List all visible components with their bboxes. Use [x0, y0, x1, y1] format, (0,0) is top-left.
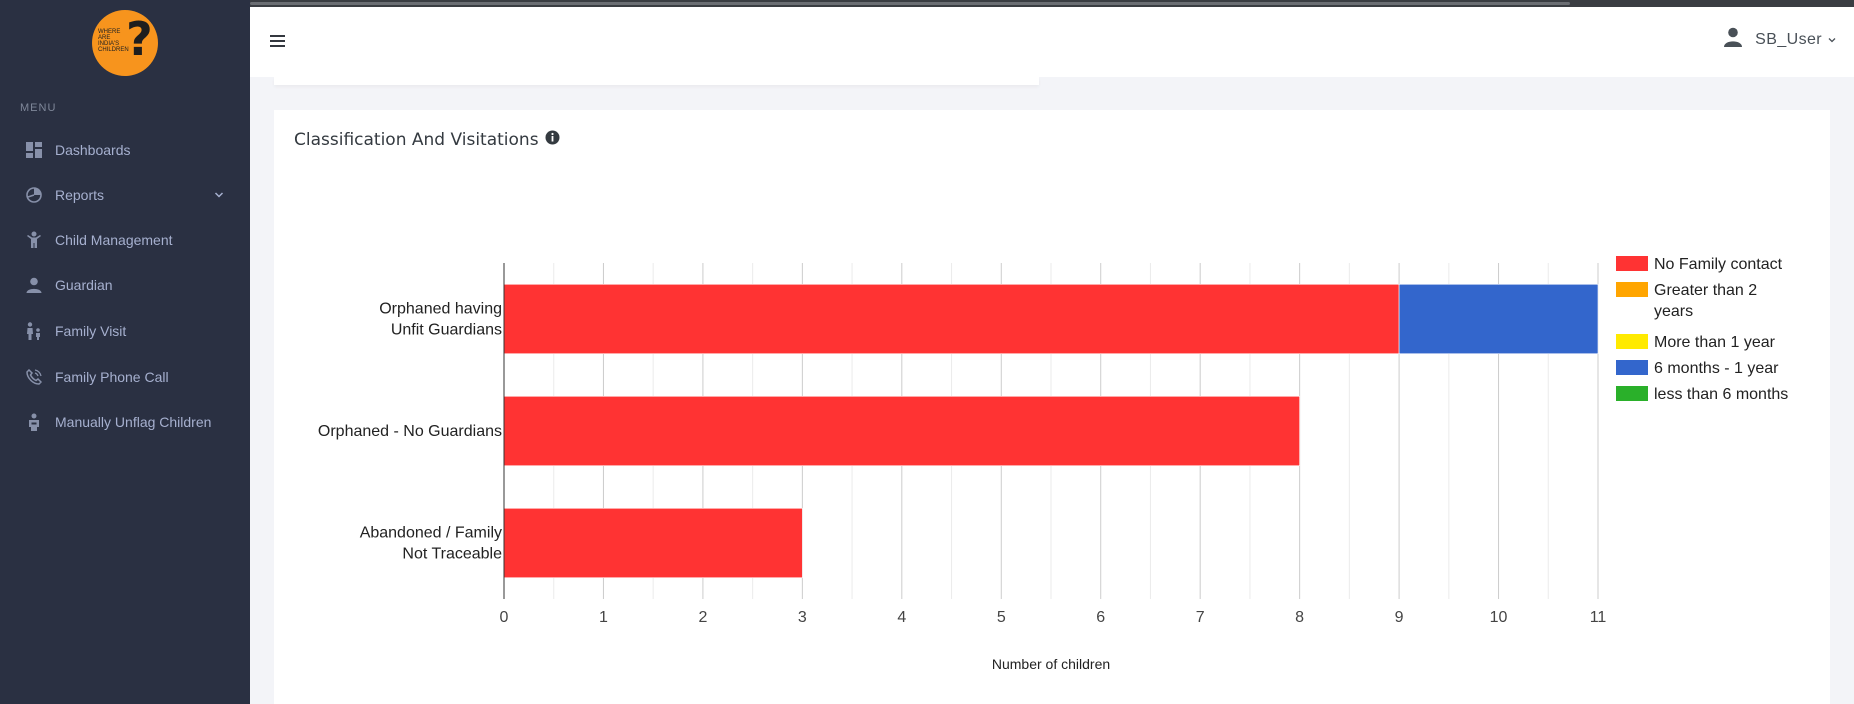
x-tick-label: 0: [500, 609, 509, 626]
category-label: Abandoned / Family Not Traceable: [360, 525, 502, 563]
chevron-down-icon: [1828, 31, 1836, 49]
sidebar-item-label: Reports: [55, 187, 105, 203]
x-axis-title: Number of children: [992, 656, 1110, 672]
bar: [503, 507, 803, 579]
x-tick-label: 8: [1295, 609, 1304, 626]
logo-text: WHERE ARE INDIA'S CHILDREN: [98, 29, 129, 53]
x-tick-label: 10: [1490, 609, 1508, 626]
card-title: Classification And Visitations: [294, 130, 560, 150]
x-tick-label: 1: [599, 609, 608, 626]
x-tick-label: 4: [897, 609, 906, 626]
top-header: SB_User: [250, 7, 1854, 77]
sidebar-item-label: Dashboards: [55, 142, 131, 158]
x-tick-label: 11: [1590, 609, 1607, 626]
x-tick-label: 2: [698, 609, 707, 626]
sidebar-item-label: Guardian: [55, 277, 113, 293]
unflag-icon: [25, 413, 43, 431]
user-avatar-icon: [1723, 27, 1743, 52]
dashboard-icon: [25, 141, 43, 159]
user-name: SB_User: [1755, 30, 1822, 48]
card-title-text: Classification And Visitations: [294, 130, 539, 150]
legend-label: Greater than 2 years: [1654, 282, 1757, 320]
sidebar-item-label: Child Management: [55, 232, 173, 248]
classification-card: Classification And Visitations Orphaned …: [274, 110, 1830, 704]
sidebar-item-manually-unflag-children[interactable]: Manually Unflag Children: [0, 402, 250, 442]
x-tick-label: 6: [1096, 609, 1105, 626]
legend-swatch: [1616, 282, 1648, 297]
previous-card: [274, 77, 1039, 85]
sidebar-item-dashboards[interactable]: Dashboards: [0, 130, 250, 170]
user-menu[interactable]: SB_User: [1723, 27, 1836, 52]
sidebar-item-reports[interactable]: Reports: [0, 175, 250, 215]
category-label: Orphaned - No Guardians: [318, 423, 502, 440]
sidebar-item-label: Manually Unflag Children: [55, 414, 212, 430]
reports-icon: [25, 186, 43, 204]
sidebar-item-label: Family Phone Call: [55, 369, 169, 385]
menu-title: MENU: [20, 102, 57, 114]
question-mark-icon: ?: [126, 12, 153, 66]
x-tick-label: 5: [997, 609, 1006, 626]
x-tick-label: 9: [1395, 609, 1404, 626]
legend-label: 6 months - 1 year: [1654, 360, 1779, 377]
sidebar-item-child-management[interactable]: Child Management: [0, 220, 250, 260]
x-tick-label: 3: [798, 609, 807, 626]
bar: [1398, 283, 1599, 355]
legend-swatch: [1616, 360, 1648, 375]
hamburger-icon[interactable]: [270, 35, 285, 49]
info-icon[interactable]: [545, 130, 560, 150]
legend-swatch: [1616, 386, 1648, 401]
classification-chart: Orphaned having Unfit Guardians Orphaned -…: [318, 256, 1788, 672]
legend-swatch: [1616, 334, 1648, 349]
phone-icon: [25, 368, 43, 386]
chevron-down-icon: [214, 187, 224, 203]
category-label: Orphaned having Unfit Guardians: [379, 301, 502, 339]
legend-label: less than 6 months: [1654, 386, 1788, 403]
legend-label: More than 1 year: [1654, 334, 1776, 351]
x-tick-label: 7: [1196, 609, 1205, 626]
browser-strip: [0, 0, 1854, 7]
person-icon: [25, 276, 43, 294]
sidebar: WHERE ARE INDIA'S CHILDREN ? MENU Dashbo…: [0, 0, 250, 704]
bar: [503, 395, 1300, 467]
bar: [503, 283, 1400, 355]
sidebar-item-label: Family Visit: [55, 323, 127, 339]
sidebar-item-family-phone-call[interactable]: Family Phone Call: [0, 357, 250, 397]
sidebar-item-guardian[interactable]: Guardian: [0, 265, 250, 305]
family-icon: [25, 322, 43, 340]
app-logo[interactable]: WHERE ARE INDIA'S CHILDREN ?: [92, 10, 158, 76]
legend-swatch: [1616, 256, 1648, 271]
legend-label: No Family contact: [1654, 256, 1783, 273]
sidebar-item-family-visit[interactable]: Family Visit: [0, 311, 250, 351]
child-icon: [25, 231, 43, 249]
